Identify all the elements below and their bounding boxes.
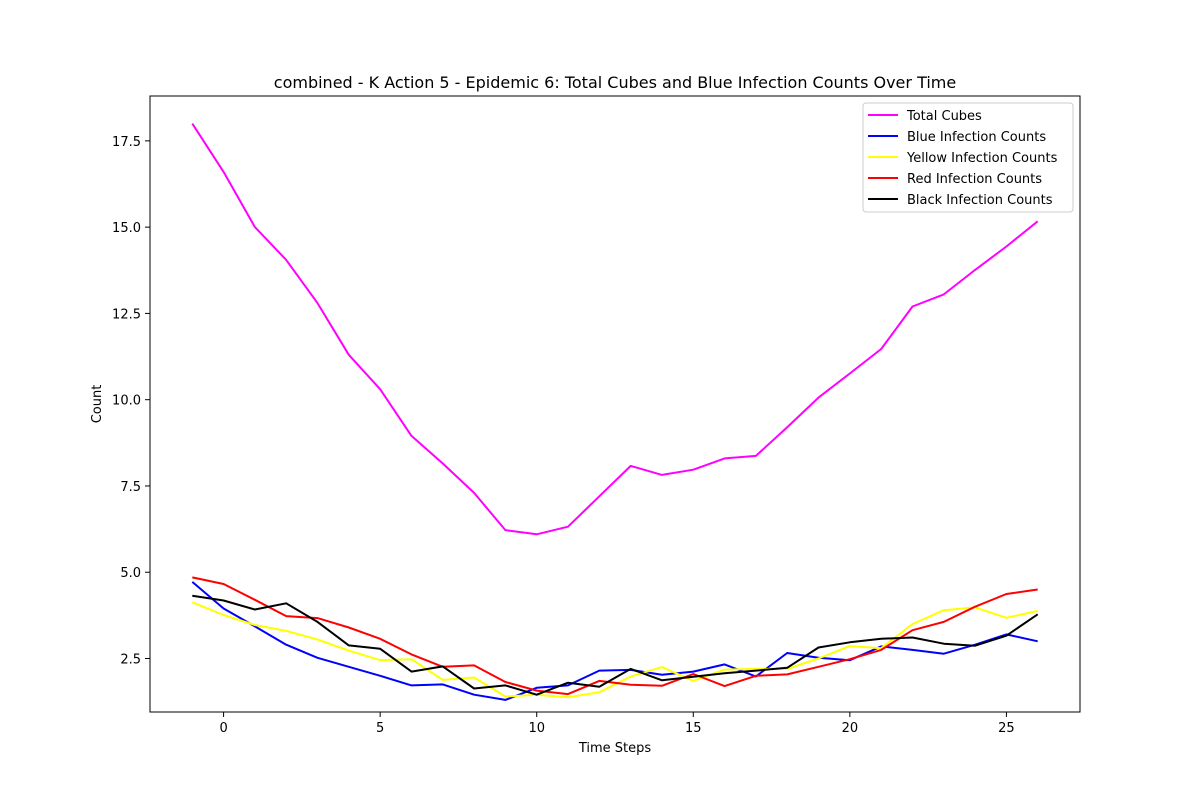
legend-label-black-infection-counts: Black Infection Counts <box>907 193 1053 208</box>
x-axis: 0 5 10 15 20 25 <box>219 712 1015 736</box>
y-tick-label: 12.5 <box>112 307 141 322</box>
y-tick-label: 15.0 <box>112 221 141 236</box>
series-line-total-cubes <box>191 123 1039 536</box>
y-axis: 2.5 5.0 7.5 10.0 12.5 15.0 17.5 <box>112 135 150 668</box>
chart-title: combined - K Action 5 - Epidemic 6: Tota… <box>274 73 956 92</box>
x-tick-label: 0 <box>219 721 227 736</box>
x-axis-label: Time Steps <box>578 741 652 756</box>
series-line-blue-infection-counts <box>191 581 1038 701</box>
legend-label-yellow-infection-counts: Yellow Infection Counts <box>906 151 1058 166</box>
y-tick-label: 7.5 <box>120 480 141 495</box>
series-line-yellow-infection-counts <box>191 601 1038 699</box>
plot-area-frame <box>149 95 1081 713</box>
y-tick-label: 2.5 <box>120 653 141 668</box>
series-lines <box>191 123 1039 701</box>
legend-box <box>862 102 1074 213</box>
series-line-black-infection-counts <box>192 594 1039 696</box>
series-line-red-infection-counts <box>192 576 1038 696</box>
x-tick-label: 10 <box>528 721 545 736</box>
legend-label-blue-infection-counts: Blue Infection Counts <box>907 130 1046 145</box>
legend-label-total-cubes: Total Cubes <box>906 109 982 124</box>
x-tick-label: 25 <box>998 721 1015 736</box>
y-axis-label: Count <box>90 385 105 424</box>
x-tick-label: 15 <box>685 721 702 736</box>
y-tick-label: 5.0 <box>120 566 141 581</box>
legend: Total Cubes Blue Infection Counts Yellow I… <box>862 102 1074 213</box>
y-tick-label: 10.0 <box>112 394 141 409</box>
legend-label-red-infection-counts: Red Infection Counts <box>907 172 1042 187</box>
x-tick-label: 5 <box>376 721 384 736</box>
y-tick-label: 17.5 <box>112 135 141 150</box>
x-tick-label: 20 <box>842 721 859 736</box>
